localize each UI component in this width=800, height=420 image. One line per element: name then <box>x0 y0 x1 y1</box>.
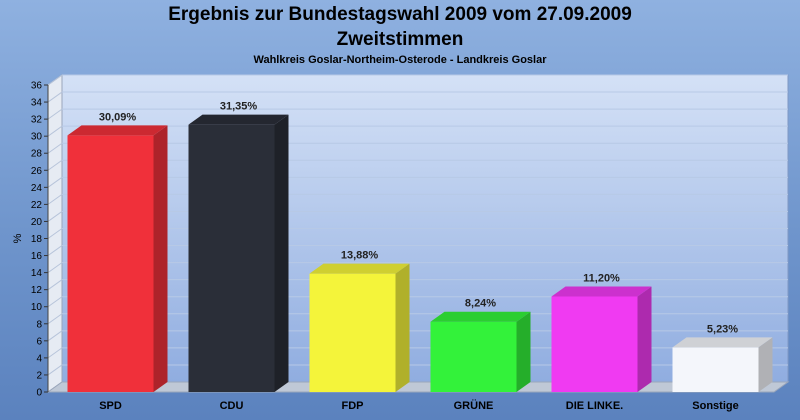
y-tick-label: 34 <box>31 98 43 109</box>
bar-side <box>395 263 410 392</box>
y-tick-label: 8 <box>36 319 42 330</box>
x-category-label: SPD <box>99 400 122 412</box>
bar-value-label: 13,88% <box>341 250 379 262</box>
bar-front <box>551 296 638 392</box>
y-tick-label: 26 <box>31 166 43 177</box>
chart-subtitle-district: Wahlkreis Goslar-Northeim-Osterode - Lan… <box>253 54 547 66</box>
bar-side <box>274 114 289 392</box>
y-tick-label: 16 <box>31 251 43 262</box>
chart-title: Ergebnis zur Bundestagswahl 2009 vom 27.… <box>168 4 632 25</box>
bar-value-label: 30,09% <box>99 111 137 123</box>
grid-line-side <box>47 193 63 205</box>
bar-side <box>758 337 773 392</box>
bar-top <box>430 311 531 322</box>
grid-line-side <box>47 74 63 86</box>
y-tick-label: 12 <box>31 285 43 296</box>
y-tick-label: 22 <box>31 200 43 211</box>
bar-value-label: 11,20% <box>583 272 620 284</box>
y-tick-label: 30 <box>31 132 43 143</box>
y-tick-label: 6 <box>36 336 42 347</box>
bar-top <box>672 337 773 348</box>
bar-top <box>309 263 410 274</box>
grid-line-side <box>47 142 63 154</box>
bar-value-label: 8,24% <box>465 298 496 310</box>
y-tick-label: 28 <box>31 149 43 160</box>
y-tick-label: 10 <box>31 302 43 313</box>
grid-line-side <box>47 176 63 188</box>
grid-line-side <box>47 330 63 342</box>
bar-front <box>67 135 154 392</box>
x-category-label: CDU <box>220 400 244 412</box>
bar-front <box>188 124 275 392</box>
bar-front <box>430 321 517 392</box>
bar-top <box>188 114 289 125</box>
x-category-label: FDP <box>342 400 364 412</box>
bar-value-label: 5,23% <box>707 323 738 335</box>
x-category-label: GRÜNE <box>454 399 494 412</box>
grid-line-side <box>47 296 63 308</box>
x-category-label: DIE LINKE. <box>566 400 623 412</box>
bar-front <box>672 347 759 392</box>
bar-value-label: 31,35% <box>220 101 258 113</box>
grid-line-side <box>47 347 63 359</box>
grid-line-side <box>47 313 63 325</box>
bar-side <box>153 125 168 392</box>
grid-line-side <box>47 159 63 171</box>
grid-line-side <box>47 245 63 256</box>
y-tick-label: 24 <box>31 183 43 194</box>
y-tick-label: 0 <box>36 388 42 399</box>
y-tick-label: 2 <box>36 370 42 381</box>
grid-line-side <box>47 228 63 239</box>
bar-top <box>67 125 168 136</box>
grid-line-side <box>47 279 63 291</box>
y-tick-label: 20 <box>31 217 43 228</box>
x-category-label: Sonstige <box>692 400 738 412</box>
y-tick-label: 36 <box>31 81 43 92</box>
bar-side <box>516 311 531 392</box>
y-tick-label: 14 <box>31 268 43 279</box>
grid-line-side <box>47 91 63 103</box>
y-tick-label: 4 <box>36 353 42 364</box>
chart-subtitle: Zweitstimmen <box>336 29 464 50</box>
y-tick-label: 18 <box>31 234 43 245</box>
grid-line-side <box>47 364 63 376</box>
bar-top <box>551 286 652 297</box>
bar-front <box>309 273 396 392</box>
grid-line-side <box>47 262 63 274</box>
bar-side <box>637 286 652 392</box>
grid-line-side <box>47 108 63 120</box>
grid-line-side <box>47 125 63 137</box>
y-axis-label: % <box>12 233 24 243</box>
grid-line-side <box>47 211 63 222</box>
y-tick-label: 32 <box>31 115 43 126</box>
